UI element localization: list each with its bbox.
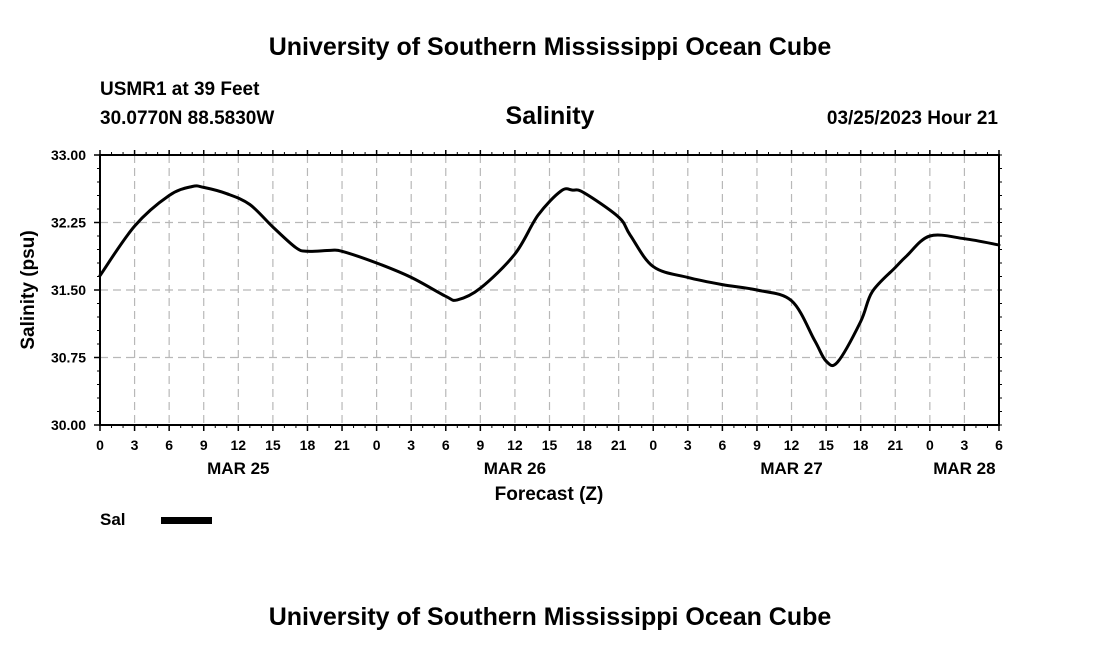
y-tick-labels: 30.00 30.75 31.50 32.25 33.00: [51, 147, 86, 433]
x-tick-label: 3: [684, 437, 692, 453]
x-tick-label: 21: [334, 437, 350, 453]
x-tick-label: 3: [131, 437, 139, 453]
y-tick-label: 30.00: [51, 417, 86, 433]
axis-ticks: [94, 150, 1002, 431]
x-tick-label: 6: [718, 437, 726, 453]
legend-label: Sal: [100, 510, 126, 529]
x-tick-label: 21: [887, 437, 903, 453]
x-tick-label: 0: [649, 437, 657, 453]
x-tick-labels: 0 3 6 9 12 15 18 21 0 3 6 9 12 15 18 21 0 3 6 9 12 15 18 21 0 3 6: [96, 437, 1003, 453]
x-axis-title: Forecast (Z): [495, 484, 604, 505]
x-tick-label: 15: [818, 437, 834, 453]
date-label: MAR 27: [760, 459, 822, 478]
x-tick-label: 9: [753, 437, 761, 453]
x-tick-label: 15: [265, 437, 281, 453]
x-tick-label: 0: [926, 437, 934, 453]
y-tick-label: 31.50: [51, 282, 86, 298]
date-label: MAR 26: [484, 459, 546, 478]
x-tick-label: 3: [961, 437, 969, 453]
x-tick-label: 15: [542, 437, 558, 453]
series-line-sal: [98, 184, 1001, 368]
x-tick-label: 6: [165, 437, 173, 453]
date-label: MAR 25: [207, 459, 269, 478]
chart-title: Salinity: [506, 102, 595, 130]
coordinates-label: 30.0770N 88.5830W: [100, 108, 274, 129]
x-tick-label: 9: [476, 437, 484, 453]
x-tick-label: 0: [96, 437, 104, 453]
x-tick-label: 12: [231, 437, 247, 453]
date-labels: MAR 25 MAR 26 MAR 27 MAR 28: [207, 459, 995, 478]
y-tick-label: 33.00: [51, 147, 86, 163]
x-tick-label: 18: [300, 437, 316, 453]
legend-swatch-sal: [161, 517, 212, 524]
x-tick-label: 9: [200, 437, 208, 453]
y-tick-label: 32.25: [51, 215, 86, 231]
date-label: MAR 28: [933, 459, 995, 478]
x-tick-label: 6: [995, 437, 1003, 453]
footer-title: University of Southern Mississippi Ocean…: [269, 603, 832, 631]
x-tick-label: 18: [576, 437, 592, 453]
x-tick-label: 12: [507, 437, 523, 453]
station-label: USMR1 at 39 Feet: [100, 79, 260, 100]
x-tick-label: 21: [611, 437, 627, 453]
x-tick-label: 18: [853, 437, 869, 453]
x-tick-label: 0: [373, 437, 381, 453]
x-tick-label: 3: [407, 437, 415, 453]
x-tick-label: 6: [442, 437, 450, 453]
y-tick-label: 30.75: [51, 350, 86, 366]
y-axis-title: Salinity (psu): [18, 230, 39, 349]
x-tick-label: 12: [784, 437, 800, 453]
valid-time-label: 03/25/2023 Hour 21: [827, 108, 999, 129]
main-title: University of Southern Mississippi Ocean…: [269, 33, 832, 61]
